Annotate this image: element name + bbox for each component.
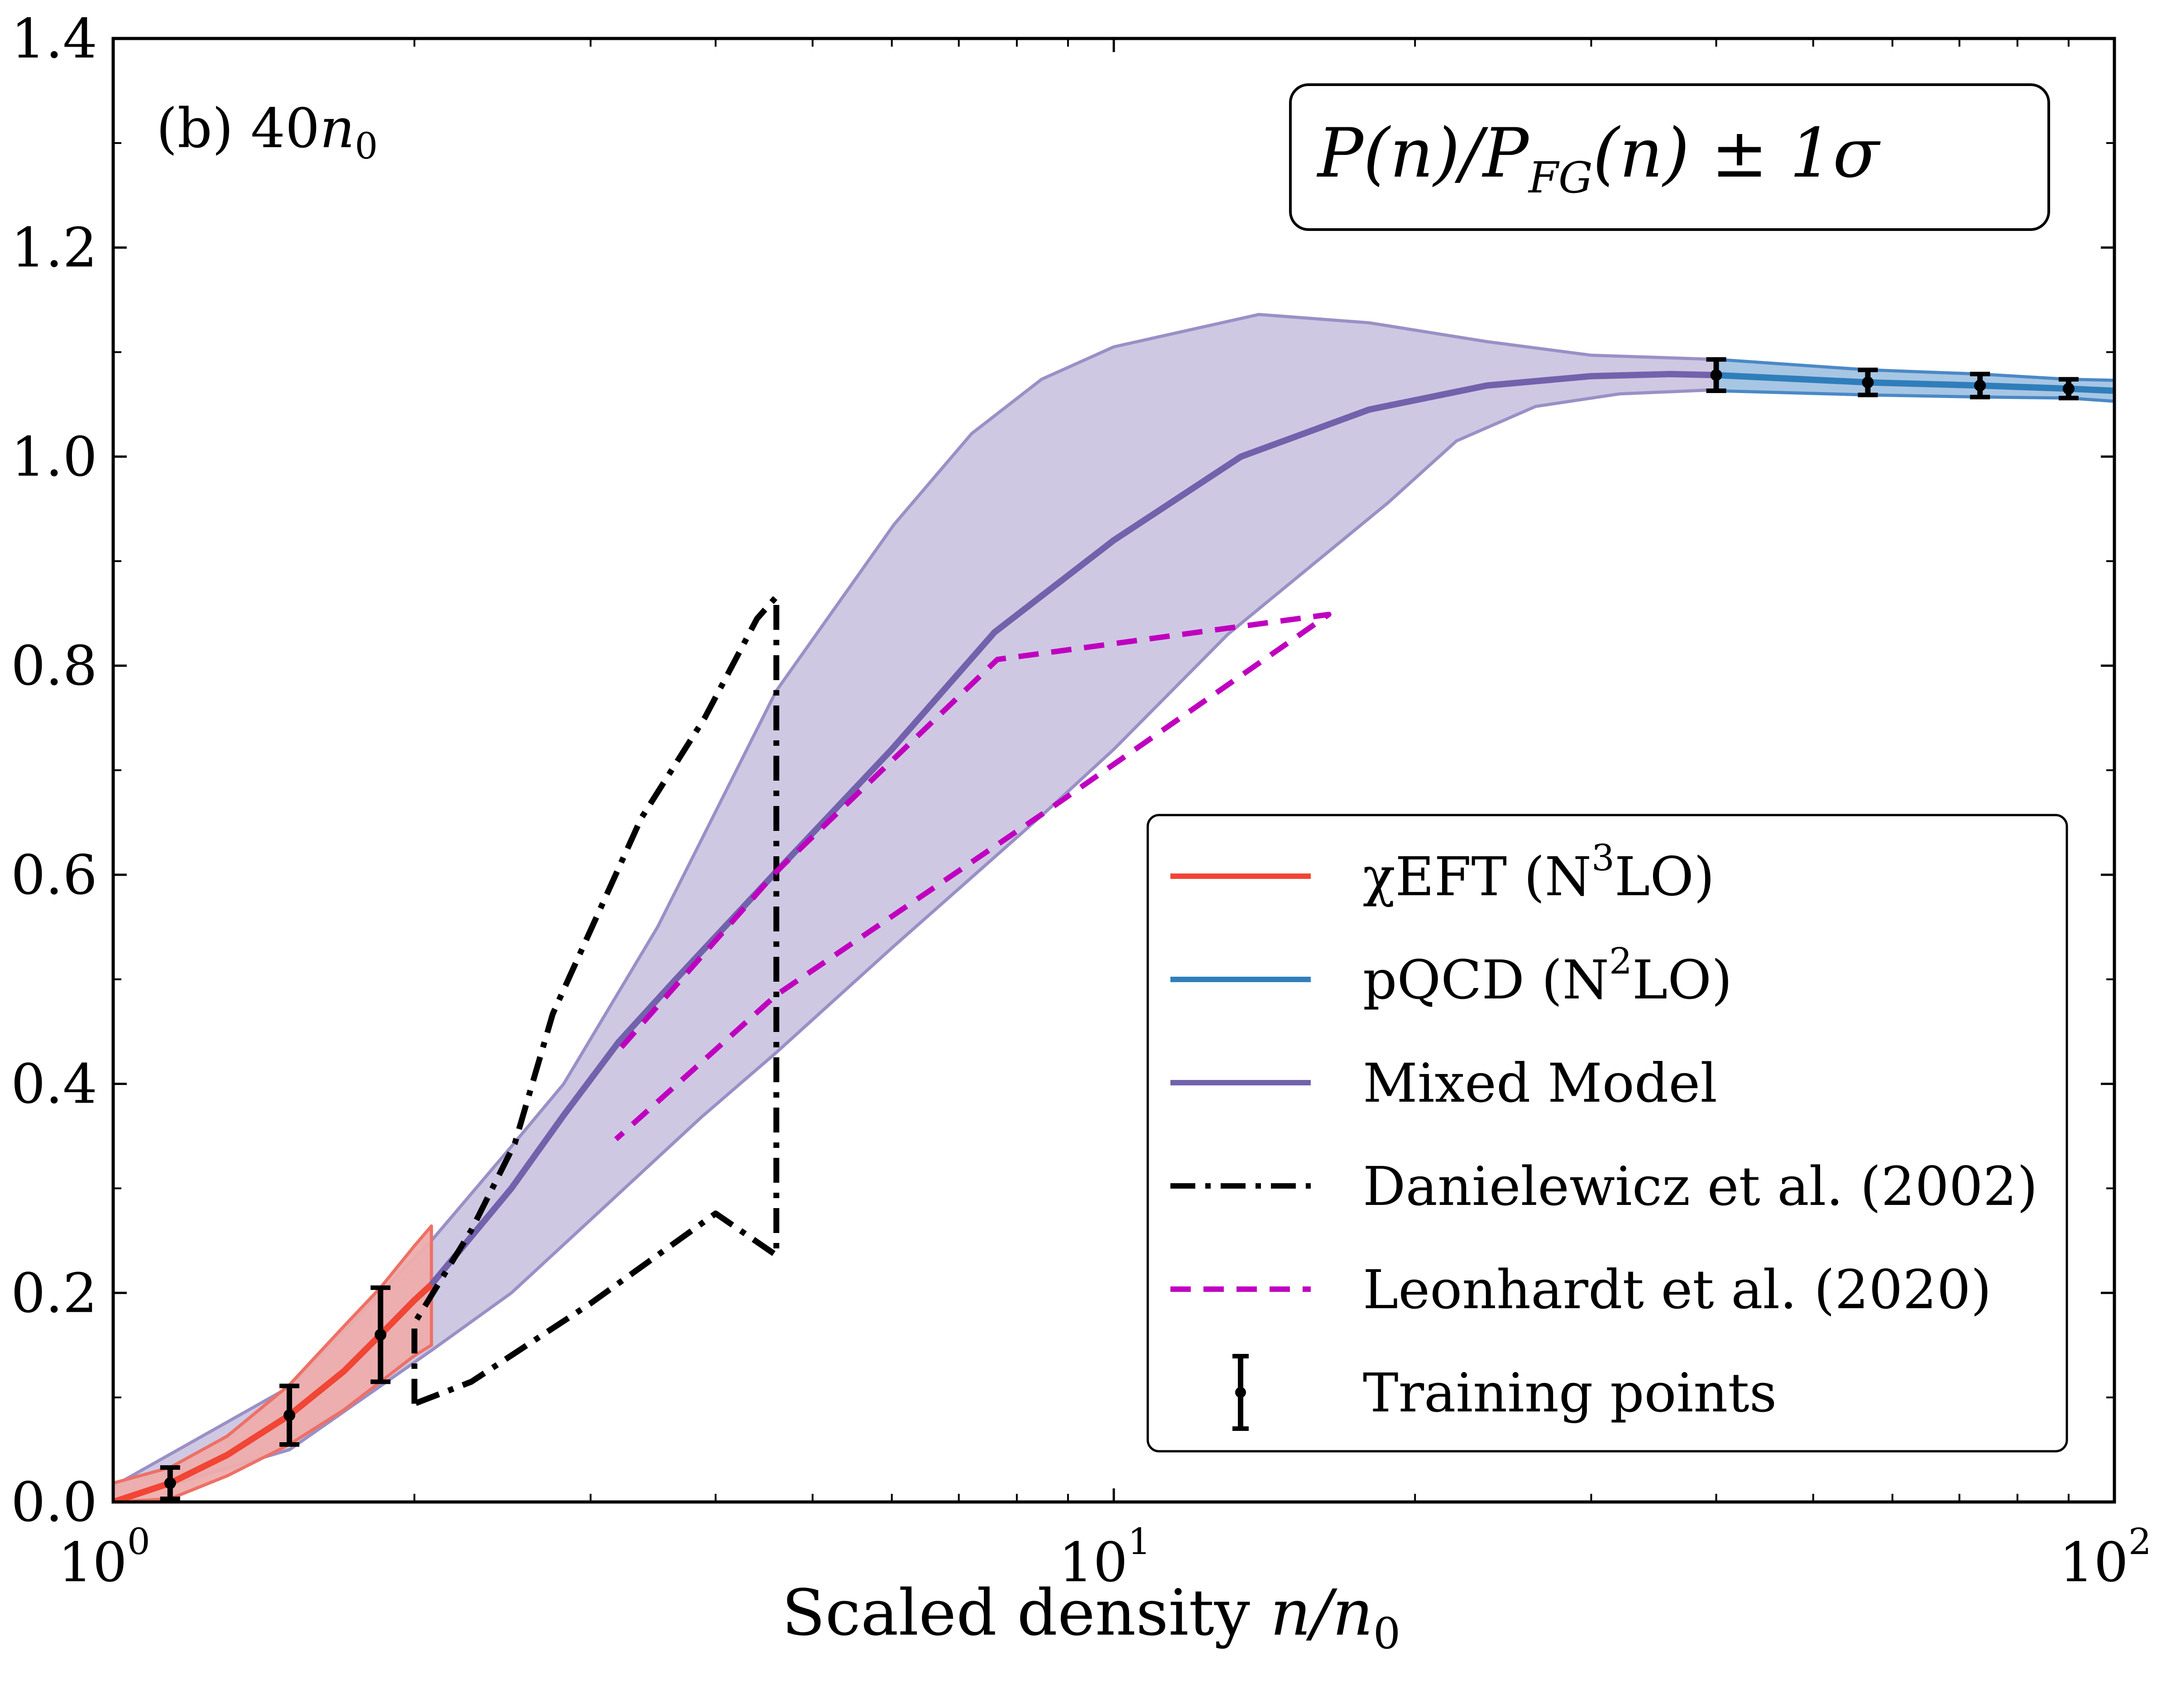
- legend-item: Training points: [1232, 1354, 1777, 1431]
- legend-label: χEFT (N3LO): [1363, 837, 1715, 908]
- y-tick-label: 0.4: [11, 1053, 97, 1116]
- x-axis-title-main: Scaled density: [782, 1576, 1270, 1650]
- y-tick-label: 0.6: [11, 844, 97, 907]
- legend-label: Training points: [1363, 1362, 1777, 1424]
- legend-marker-icon: [1235, 1387, 1246, 1398]
- band-1: [113, 1224, 433, 1502]
- plot-area: [113, 313, 2114, 1502]
- legend-item: pQCD (N2LO): [1170, 940, 1732, 1011]
- y-tick-label: 0.2: [11, 1262, 97, 1325]
- legend: χEFT (N3LO) pQCD (N2LO) Mixed Model Daniele…: [1146, 814, 2068, 1453]
- training-point-marker: [164, 1477, 176, 1489]
- plot-content: [113, 313, 2114, 1502]
- panel-label-text: (b) 40: [156, 97, 320, 160]
- series-line-leonhardt-et-al-2020-: [614, 612, 1332, 1142]
- x-axis: 100 101 102: [58, 38, 2152, 1594]
- legend-label: Danielewicz et al. (2002): [1363, 1155, 2038, 1218]
- series-line-danielewicz-et-al-2002-: [411, 594, 780, 1407]
- y-tick-label: 0.0: [11, 1471, 97, 1534]
- x-tick-label: 100: [58, 1521, 150, 1594]
- panel-label-sub: 0: [355, 125, 378, 167]
- y-axis: 0.0 0.2 0.4 0.6 0.8 1.0 1.2 1.4: [11, 8, 2114, 1534]
- legend-label: Mixed Model: [1363, 1052, 1717, 1114]
- x-axis-title-sub: 0: [1373, 1609, 1400, 1659]
- panel-label-var: n: [320, 97, 355, 160]
- band-2: [1715, 358, 2114, 403]
- training-point: [279, 1383, 300, 1447]
- legend-box: [1146, 814, 2068, 1453]
- series-line--eft-n-lo-: [113, 1282, 434, 1502]
- training-point-marker: [374, 1329, 387, 1341]
- legend-item: χEFT (N3LO): [1170, 837, 1715, 908]
- title-sub: FG: [1528, 153, 1593, 203]
- title-box-border: [1289, 83, 2050, 231]
- panel-label: (b) 40n0: [156, 97, 378, 167]
- y-tick-label: 1.4: [11, 8, 97, 71]
- legend-item: Mixed Model: [1170, 1052, 1717, 1114]
- x-axis-title-var: n/n: [1270, 1576, 1373, 1650]
- legend-item: Danielewicz et al. (2002): [1170, 1155, 2038, 1218]
- y-tick-label: 1.0: [11, 426, 97, 489]
- title-tail: (n) ± 1σ: [1593, 114, 1881, 193]
- title-box: P(n)/PFG(n) ± 1σ: [1289, 83, 2050, 231]
- y-tick-label: 0.8: [11, 635, 97, 698]
- legend-item: Leonhardt et al. (2020): [1170, 1258, 1992, 1321]
- legend-label: pQCD (N2LO): [1363, 940, 1732, 1011]
- training-point: [1970, 372, 1990, 399]
- training-point-marker: [283, 1409, 296, 1421]
- training-point-marker: [1862, 376, 1874, 389]
- training-point: [160, 1465, 180, 1502]
- training-point: [2058, 377, 2079, 401]
- x-axis-title: Scaled density n/n0: [782, 1576, 1401, 1659]
- title-main: P(n)/P: [1316, 114, 1530, 193]
- legend-label: Leonhardt et al. (2020): [1363, 1258, 1992, 1321]
- y-tick-label: 1.2: [11, 217, 97, 280]
- training-point-marker: [1974, 379, 1986, 392]
- chart-title: P(n)/PFG(n) ± 1σ: [1316, 114, 1881, 203]
- training-point-marker: [1710, 369, 1722, 381]
- training-point: [1706, 357, 1726, 393]
- training-point-marker: [2062, 383, 2075, 395]
- training-point: [370, 1285, 391, 1384]
- training-point: [1858, 367, 1878, 398]
- series-line-mixed-model: [429, 371, 1716, 1287]
